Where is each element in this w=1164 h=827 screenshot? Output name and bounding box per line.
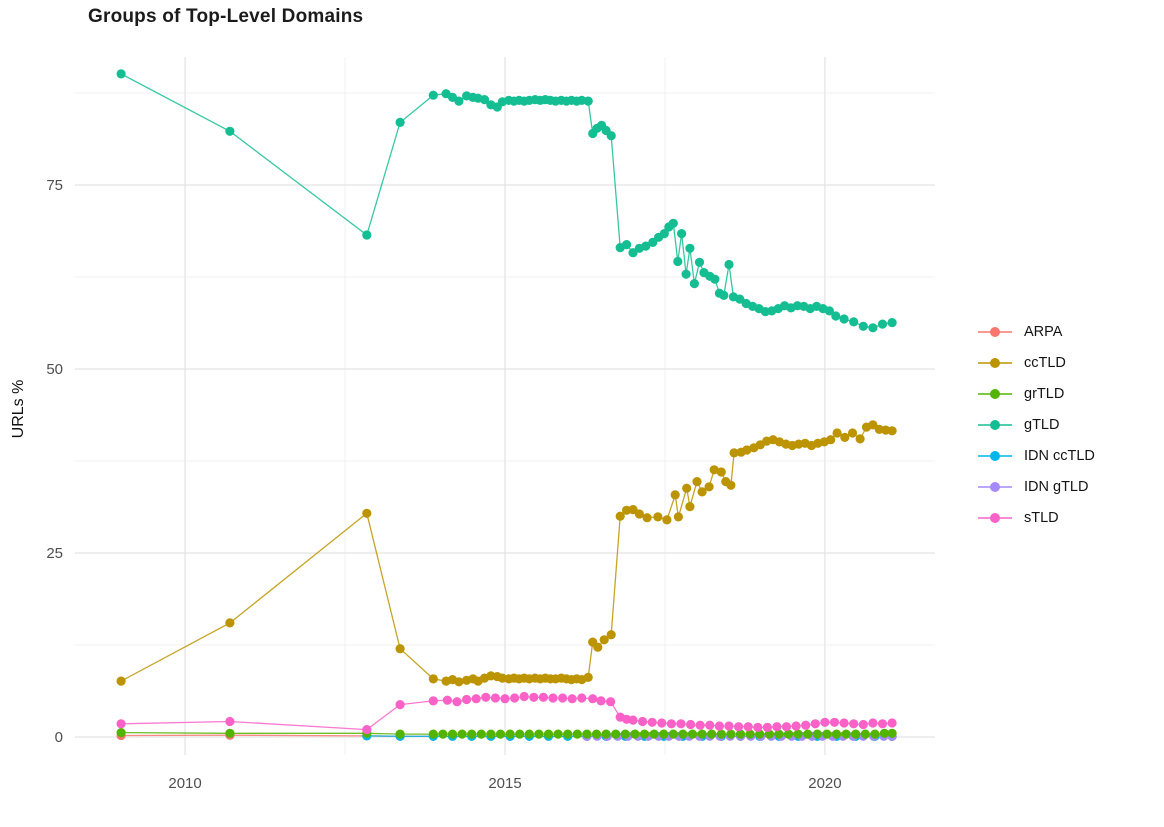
legend-item-grtld: grTLD <box>978 378 1095 409</box>
legend-item-idn-cctld: IDN ccTLD <box>978 440 1095 471</box>
legend-item-arpa: ARPA <box>978 316 1095 347</box>
legend-label: ccTLD <box>1024 354 1066 371</box>
legend-label: IDN ccTLD <box>1024 447 1095 464</box>
series-grtld <box>116 728 897 739</box>
legend-label: sTLD <box>1024 509 1059 526</box>
legend-item-gtld: gTLD <box>978 409 1095 440</box>
legend-key-icon <box>978 510 1012 526</box>
legend-item-stld: sTLD <box>978 502 1095 533</box>
legend-item-idn-gtld: IDN gTLD <box>978 471 1095 502</box>
legend-label: IDN gTLD <box>1024 478 1089 495</box>
legend-label: grTLD <box>1024 385 1065 402</box>
svg-text:25: 25 <box>46 545 63 562</box>
svg-text:2020: 2020 <box>808 775 841 792</box>
series-cctld <box>116 420 897 687</box>
gridlines <box>75 57 935 755</box>
y-axis-title: URLs % <box>10 379 27 439</box>
series-gtld <box>116 69 897 333</box>
legend-key-icon <box>978 417 1012 433</box>
svg-text:50: 50 <box>46 361 63 378</box>
legend-label: gTLD <box>1024 416 1060 433</box>
legend-key-icon <box>978 479 1012 495</box>
svg-text:2015: 2015 <box>488 775 521 792</box>
legend-label: ARPA <box>1024 323 1063 340</box>
svg-text:75: 75 <box>46 177 63 194</box>
legend: ARPA ccTLD grTLD gTLD IDN ccTLD IDN gTLD… <box>978 316 1095 533</box>
axis-tick-labels: 0 25 50 75 2010 2015 2020 <box>46 177 841 792</box>
legend-key-icon <box>978 324 1012 340</box>
legend-item-cctld: ccTLD <box>978 347 1095 378</box>
svg-text:2010: 2010 <box>168 775 201 792</box>
chart-title: Groups of Top-Level Domains <box>88 6 364 27</box>
legend-key-icon <box>978 448 1012 464</box>
legend-key-icon <box>978 386 1012 402</box>
svg-text:0: 0 <box>55 729 63 746</box>
legend-key-icon <box>978 355 1012 371</box>
series-stld <box>116 691 897 735</box>
